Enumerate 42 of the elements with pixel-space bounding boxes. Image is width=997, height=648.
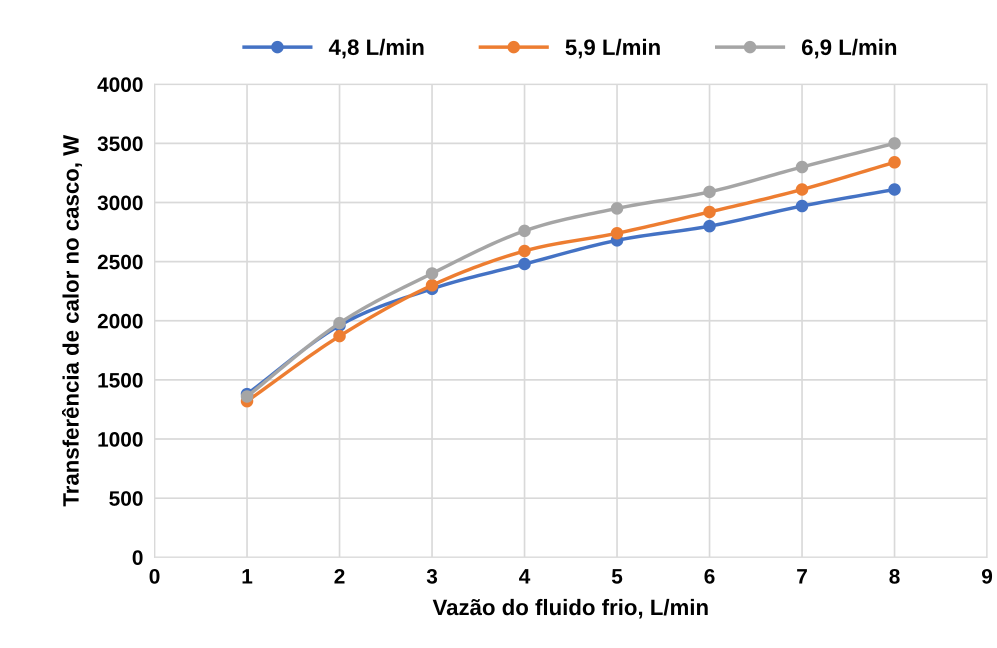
x-tick-label: 4	[519, 569, 530, 584]
y-axis-title: Transferência de calor no casco, W	[62, 134, 82, 506]
point	[610, 202, 624, 215]
legend-label: 4,8 L/min	[328, 38, 424, 58]
point	[240, 390, 254, 403]
x-tick-label: 6	[704, 568, 715, 584]
point	[610, 226, 624, 240]
point	[796, 200, 808, 212]
x-tick-label: 9	[982, 568, 992, 584]
point	[518, 224, 531, 238]
legend-label: 6,9 L/min	[802, 38, 896, 58]
y-tick-label: 0	[132, 550, 143, 566]
y-tick-label: 1000	[98, 432, 143, 447]
x-tick-label: 8	[889, 568, 900, 584]
point	[703, 186, 716, 198]
y-tick-label: 3000	[98, 196, 143, 210]
point	[888, 183, 901, 196]
x-tick-label: 3	[426, 568, 438, 584]
point	[333, 330, 346, 342]
point	[703, 220, 716, 232]
x-tick-label: 0	[150, 568, 160, 584]
point	[888, 156, 901, 169]
x-tick-label: 1	[242, 569, 252, 584]
x-tick-label: 2	[334, 568, 344, 584]
point	[796, 160, 808, 174]
x-axis-title: Vazão do fluido frio, L/min	[432, 598, 708, 618]
point	[518, 258, 531, 270]
y-tick-label: 4000	[97, 77, 143, 92]
point	[426, 279, 438, 292]
y-tick-label: 2500	[98, 254, 143, 270]
point	[888, 137, 901, 150]
legend-label: 5,9 L/min	[566, 38, 660, 58]
point	[426, 267, 438, 280]
point	[796, 183, 808, 196]
x-tick-label: 5	[612, 569, 622, 584]
point	[518, 244, 531, 258]
y-tick-label: 2000	[98, 314, 143, 329]
y-tick-label: 1500	[98, 372, 143, 388]
x-tick-label: 7	[797, 569, 807, 584]
y-tick-label: 3500	[98, 136, 143, 152]
point	[703, 206, 716, 218]
y-tick-label: 500	[109, 491, 143, 506]
